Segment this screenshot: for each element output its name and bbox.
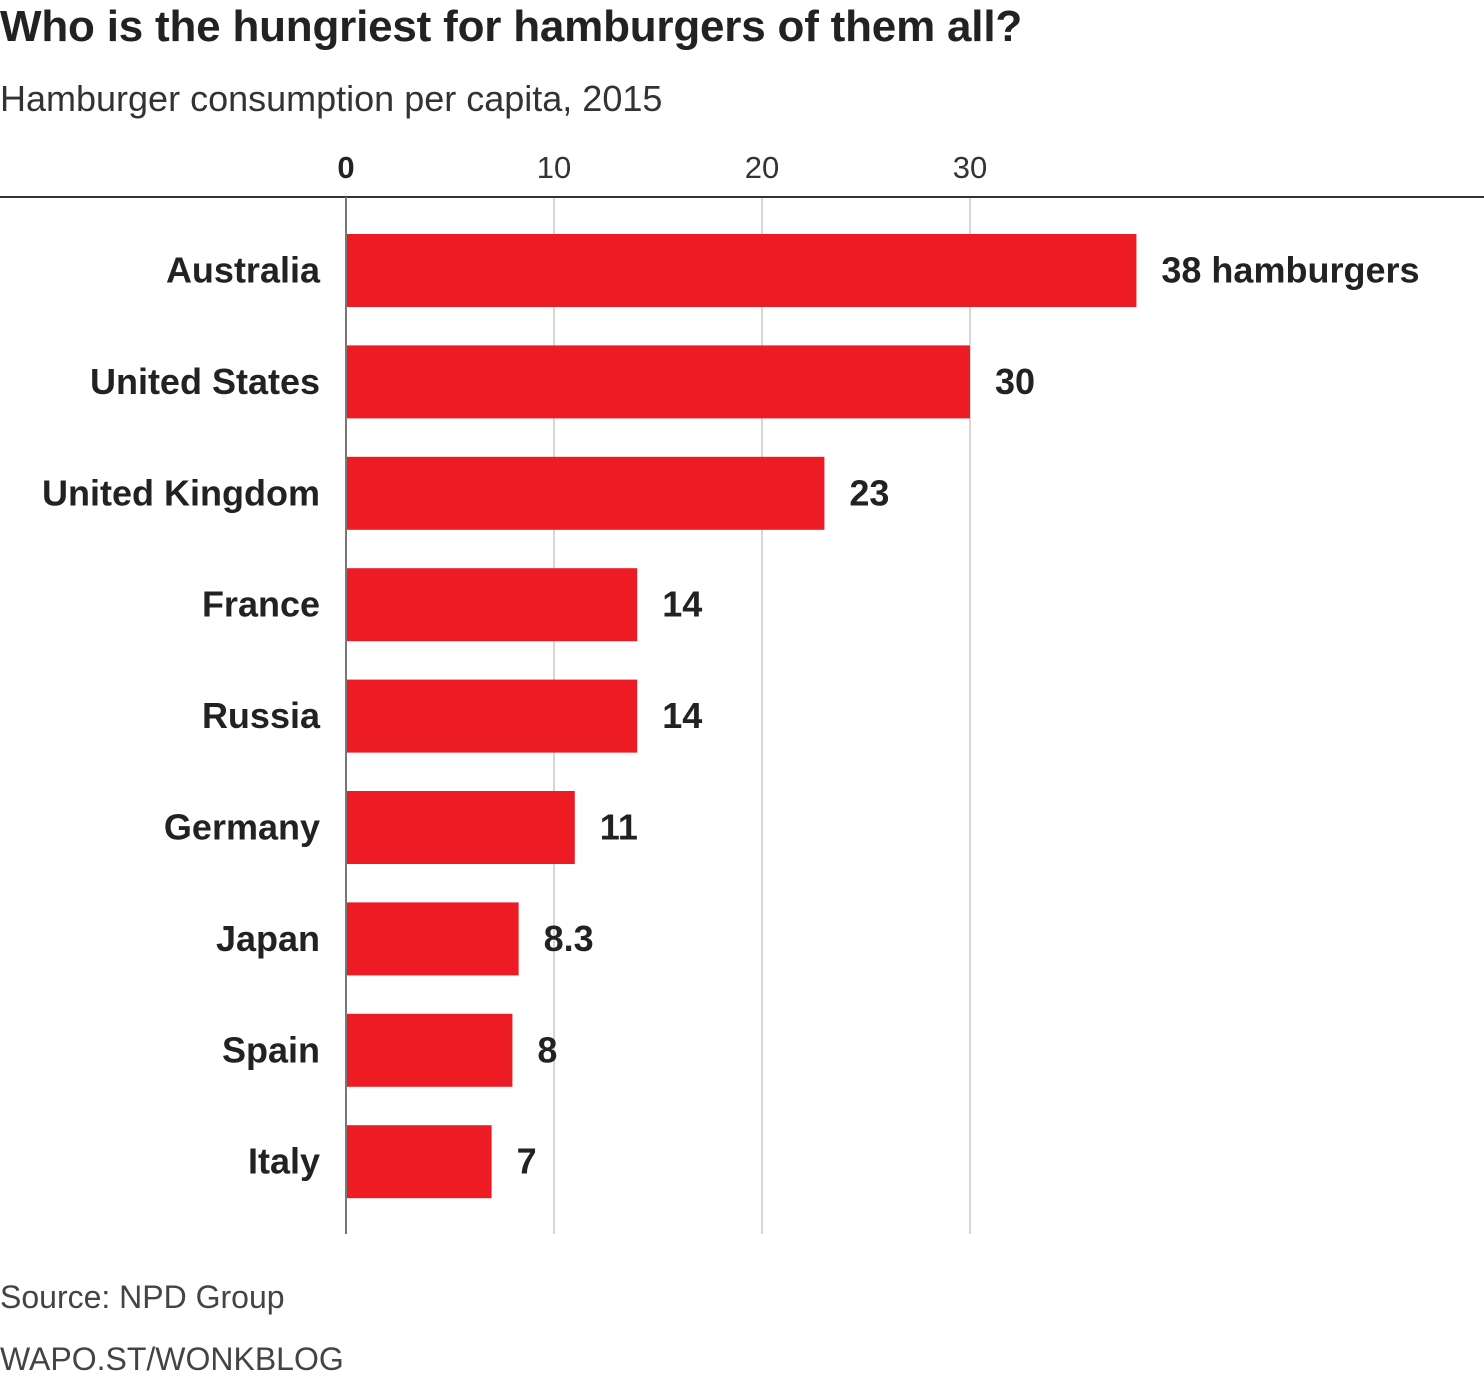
value-label: 8.3 [544, 918, 594, 959]
bar [347, 568, 638, 642]
value-label: 38 hamburgers [1161, 250, 1419, 291]
bar [347, 679, 638, 753]
bar [347, 234, 1137, 307]
category-label: Spain [222, 1029, 320, 1070]
x-tick-label: 10 [537, 150, 571, 185]
value-label: 11 [600, 807, 638, 848]
bar-chart: 0 10 20 30 Australia 38 hamburgers United Stat… [0, 150, 1484, 1234]
bar [347, 902, 519, 976]
category-label: Germany [164, 807, 320, 848]
value-label: 8 [537, 1029, 557, 1070]
value-label: 7 [517, 1141, 537, 1182]
category-label: France [202, 584, 320, 625]
x-tick-label: 30 [953, 150, 987, 185]
bar [347, 456, 825, 530]
chart-title: Who is the hungriest for hamburgers of t… [0, 2, 1023, 51]
source-note: Source: NPD Group [0, 1279, 285, 1315]
credit-note: WAPO.ST/WONKBLOG [0, 1341, 344, 1377]
value-label: 30 [995, 361, 1035, 402]
category-label: Japan [216, 918, 320, 959]
bar [347, 1125, 492, 1199]
x-tick-label: 20 [745, 150, 779, 185]
bar [347, 791, 575, 864]
x-tick-label: 0 [337, 150, 354, 185]
chart-subtitle: Hamburger consumption per capita, 2015 [0, 78, 663, 119]
category-label: Australia [166, 250, 321, 291]
bar [347, 345, 970, 419]
value-label: 14 [662, 584, 702, 625]
axes [0, 196, 1484, 1234]
value-label: 14 [662, 695, 702, 736]
category-label: Italy [248, 1141, 320, 1182]
category-label: United Kingdom [42, 472, 320, 513]
value-label: 23 [849, 472, 889, 513]
labels: 0 10 20 30 Australia 38 hamburgers United Stat… [42, 150, 1419, 1182]
category-label: United States [90, 361, 320, 402]
bar [347, 1013, 513, 1087]
category-label: Russia [202, 695, 321, 736]
bars [347, 234, 1137, 1199]
